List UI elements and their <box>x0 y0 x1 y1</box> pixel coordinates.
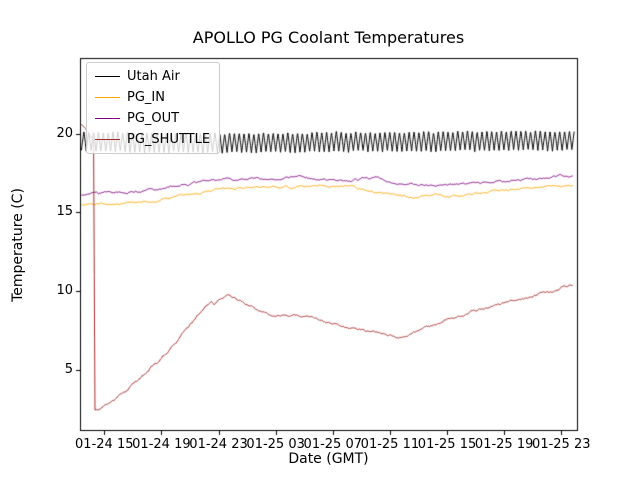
legend-item-utah-air: Utah Air <box>95 68 210 85</box>
y-tick-label: 10 <box>56 283 73 299</box>
legend-label: PG_OUT <box>127 111 180 126</box>
x-tick-label: 01-24 19 <box>132 437 191 452</box>
x-tick-label: 01-25 07 <box>303 437 363 452</box>
legend-item-pg-shuttle: PG_SHUTTLE <box>95 131 210 148</box>
legend-label: PG_SHUTTLE <box>127 132 211 147</box>
legend-line-pg-shuttle <box>95 139 120 140</box>
chart-title: APOLLO PG Coolant Temperatures <box>192 28 465 47</box>
y-tick-label: 20 <box>56 125 73 141</box>
x-axis-label: Date (GMT) <box>288 451 369 467</box>
legend-line-utah-air <box>95 76 120 77</box>
y-tick-label: 5 <box>64 362 73 378</box>
x-tick-label: 01-25 11 <box>360 437 420 452</box>
legend-label: PG_IN <box>127 90 165 105</box>
legend-line-pg-out <box>95 118 120 119</box>
legend: Utah Air PG_IN PG_OUT PG_SHUTTLE <box>86 62 221 154</box>
x-tick-label: 01-25 15 <box>417 437 477 452</box>
x-tick-label: 01-25 03 <box>246 437 305 452</box>
legend-line-pg-in <box>95 97 120 98</box>
legend-label: Utah Air <box>127 69 180 84</box>
x-tick-label: 01-24 23 <box>189 437 248 452</box>
legend-item-pg-in: PG_IN <box>95 89 210 106</box>
y-axis-label: Temperature (C) <box>10 188 26 302</box>
legend-item-pg-out: PG_OUT <box>95 110 210 127</box>
y-tick-label: 15 <box>56 204 73 220</box>
x-tick-label: 01-24 15 <box>75 437 134 452</box>
x-tick-label: 01-25 23 <box>532 437 591 452</box>
x-tick-label: 01-25 19 <box>474 437 534 452</box>
